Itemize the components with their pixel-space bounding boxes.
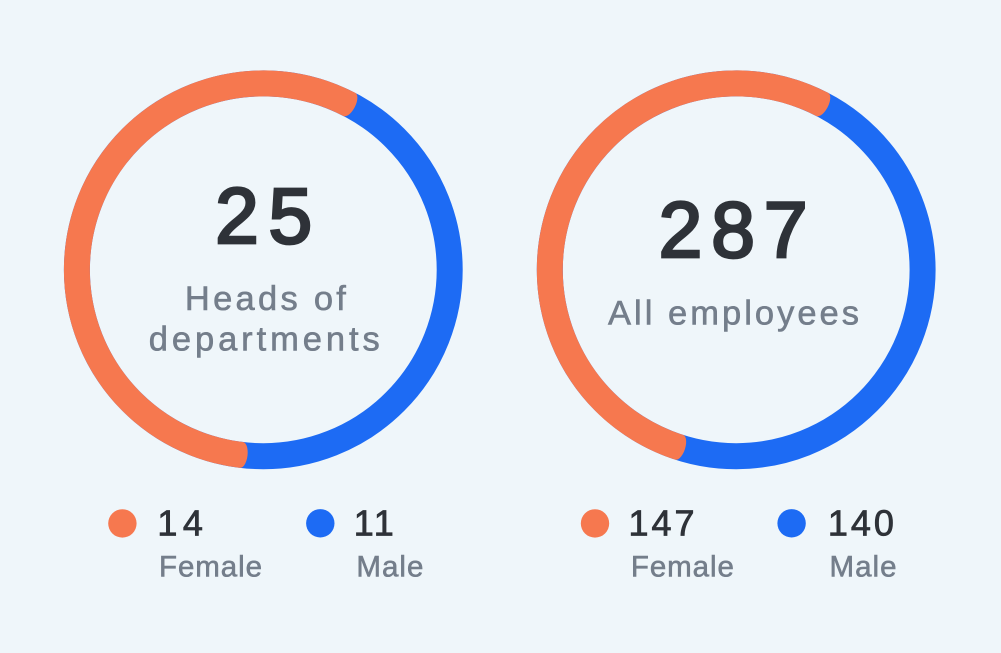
svg-text:287: 287 (659, 186, 808, 274)
svg-text:11: 11 (354, 503, 394, 544)
svg-text:Male: Male (830, 551, 897, 584)
svg-text:Heads of: Heads of (185, 280, 346, 318)
svg-text:Female: Female (631, 551, 734, 584)
svg-text:147: 147 (629, 503, 695, 544)
svg-text:All employees: All employees (608, 295, 859, 333)
svg-text:140: 140 (828, 503, 894, 544)
svg-text:Female: Female (159, 551, 262, 584)
svg-text:Male: Male (356, 551, 423, 584)
svg-text:departments: departments (149, 321, 380, 359)
